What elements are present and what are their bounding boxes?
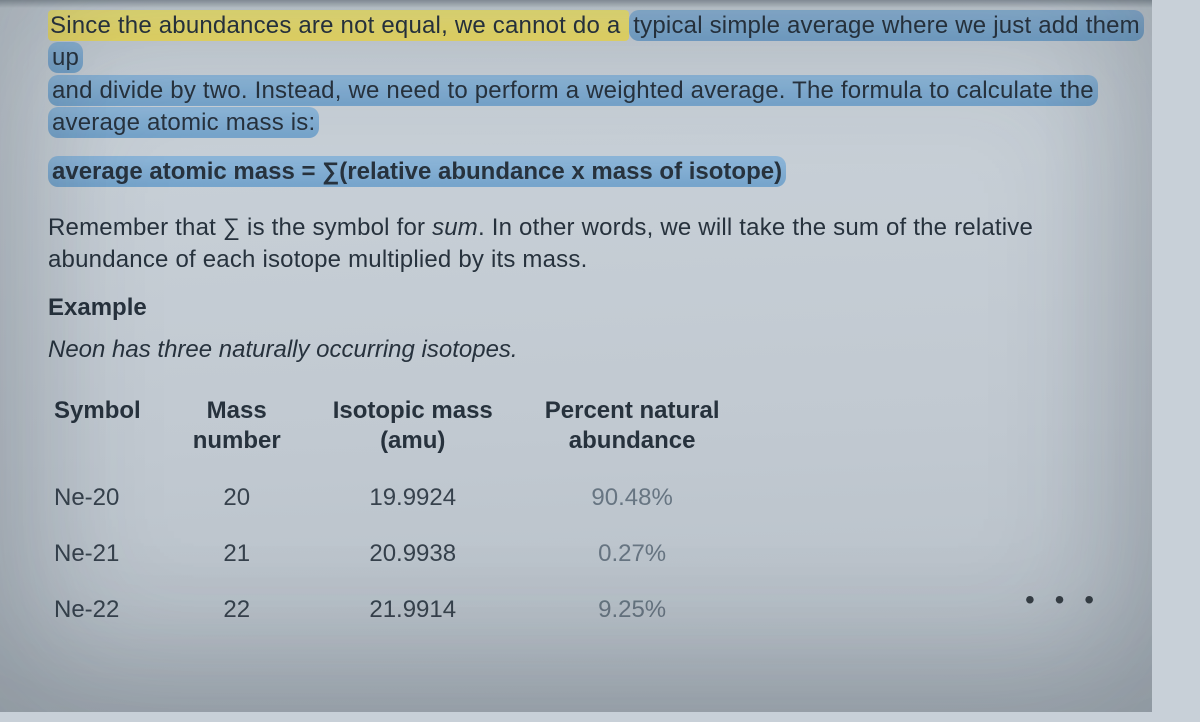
col-pct-l1: Percent natural xyxy=(545,397,720,424)
table-row: Ne-22 22 21.9914 9.25% xyxy=(48,582,746,638)
formula-highlight: average atomic mass = ∑(relative abundan… xyxy=(48,156,786,187)
cell-iso-mass: 20.9938 xyxy=(307,526,519,582)
col-pct-l2: abundance xyxy=(569,427,696,454)
cell-mass-number: 22 xyxy=(167,582,307,638)
cell-symbol: Ne-22 xyxy=(48,582,167,638)
table-row: Ne-21 21 20.9938 0.27% xyxy=(48,526,746,582)
table-header-row: Symbol Mass number Isotopic mass (amu) P… xyxy=(48,390,746,470)
formula-lhs: average atomic mass = xyxy=(52,158,322,185)
example-heading: Example xyxy=(48,294,1152,322)
intro-paragraph: Since the abundances are not equal, we c… xyxy=(48,10,1152,140)
cell-iso-mass: 21.9914 xyxy=(307,582,519,638)
col-mass-number-l2: number xyxy=(193,427,281,454)
col-iso-mass-l2: (amu) xyxy=(380,427,445,454)
sigma-inline: ∑ xyxy=(223,214,240,241)
col-pct: Percent natural abundance xyxy=(519,390,746,470)
cell-symbol: Ne-20 xyxy=(48,470,167,526)
sum-word: sum xyxy=(432,214,478,241)
cell-symbol: Ne-21 xyxy=(48,526,167,582)
cell-mass-number: 21 xyxy=(167,526,307,582)
col-iso-mass-l1: Isotopic mass xyxy=(333,397,493,424)
cell-mass-number: 20 xyxy=(167,470,307,526)
isotope-table: Symbol Mass number Isotopic mass (amu) P… xyxy=(48,390,746,638)
col-mass-number-l1: Mass xyxy=(207,397,267,424)
col-iso-mass: Isotopic mass (amu) xyxy=(307,390,519,470)
cell-pct: 0.27% xyxy=(519,526,746,582)
explain-a: Remember that xyxy=(48,214,223,241)
col-mass-number: Mass number xyxy=(167,390,307,470)
top-shadow xyxy=(0,0,1152,8)
table-row: Ne-20 20 19.9924 90.48% xyxy=(48,470,746,526)
document-page: Since the abundances are not equal, we c… xyxy=(0,0,1152,712)
formula-rhs: (relative abundance x mass of isotope) xyxy=(339,158,782,185)
highlight-blue-line3: average atomic mass is: xyxy=(48,107,319,138)
highlight-blue-line2: and divide by two. Instead, we need to p… xyxy=(48,75,1098,106)
formula-line: average atomic mass = ∑(relative abundan… xyxy=(48,158,1152,186)
example-intro: Neon has three naturally occurring isoto… xyxy=(48,336,1152,364)
cell-pct: 9.25% xyxy=(519,582,746,638)
cell-iso-mass: 19.9924 xyxy=(307,470,519,526)
table-header: Symbol Mass number Isotopic mass (amu) P… xyxy=(48,390,746,470)
overflow-menu-icon[interactable]: • • • xyxy=(1025,584,1100,616)
table-body: Ne-20 20 19.9924 90.48% Ne-21 21 20.9938… xyxy=(48,470,746,638)
highlight-yellow: Since the abundances are not equal, we c… xyxy=(48,10,629,41)
col-symbol: Symbol xyxy=(48,390,167,470)
explanation-paragraph: Remember that ∑ is the symbol for sum. I… xyxy=(48,212,1152,277)
explain-b: is the symbol for xyxy=(240,214,432,241)
sigma-symbol: ∑ xyxy=(322,158,339,185)
cell-pct: 90.48% xyxy=(519,470,746,526)
